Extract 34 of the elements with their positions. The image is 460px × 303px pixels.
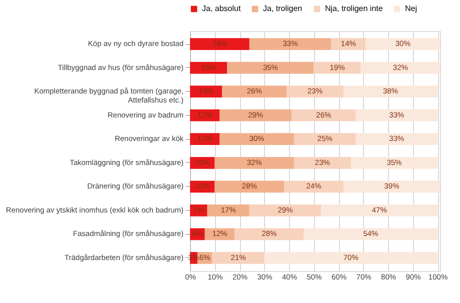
bar bbox=[220, 109, 292, 122]
bar bbox=[350, 156, 438, 169]
bar bbox=[190, 62, 228, 74]
bar bbox=[321, 204, 438, 216]
bar bbox=[190, 38, 250, 50]
bar bbox=[264, 252, 438, 264]
bar bbox=[331, 38, 366, 50]
bar bbox=[356, 109, 438, 122]
bar bbox=[227, 62, 314, 74]
bar bbox=[294, 156, 351, 169]
bar bbox=[222, 86, 287, 98]
bar bbox=[360, 62, 440, 74]
bar bbox=[294, 133, 356, 146]
bar bbox=[249, 38, 332, 50]
legend-label: Ja, absolut bbox=[202, 4, 242, 13]
bar bbox=[343, 86, 438, 98]
bar bbox=[343, 180, 440, 193]
legend-label: Ja, troligen bbox=[263, 4, 302, 13]
bar bbox=[366, 38, 440, 50]
bar bbox=[314, 62, 361, 74]
bar bbox=[207, 204, 250, 216]
bar bbox=[214, 180, 284, 193]
bar bbox=[220, 133, 294, 146]
legend-label: Nej bbox=[405, 4, 418, 13]
bar bbox=[291, 109, 356, 122]
bar bbox=[286, 86, 344, 98]
bar bbox=[234, 228, 304, 240]
bar bbox=[214, 156, 294, 169]
bar bbox=[356, 133, 438, 146]
bar bbox=[284, 180, 344, 193]
bar bbox=[249, 204, 322, 216]
bar bbox=[304, 228, 438, 240]
bar bbox=[212, 252, 264, 264]
legend-label: Nja, troligen inte bbox=[325, 4, 384, 13]
